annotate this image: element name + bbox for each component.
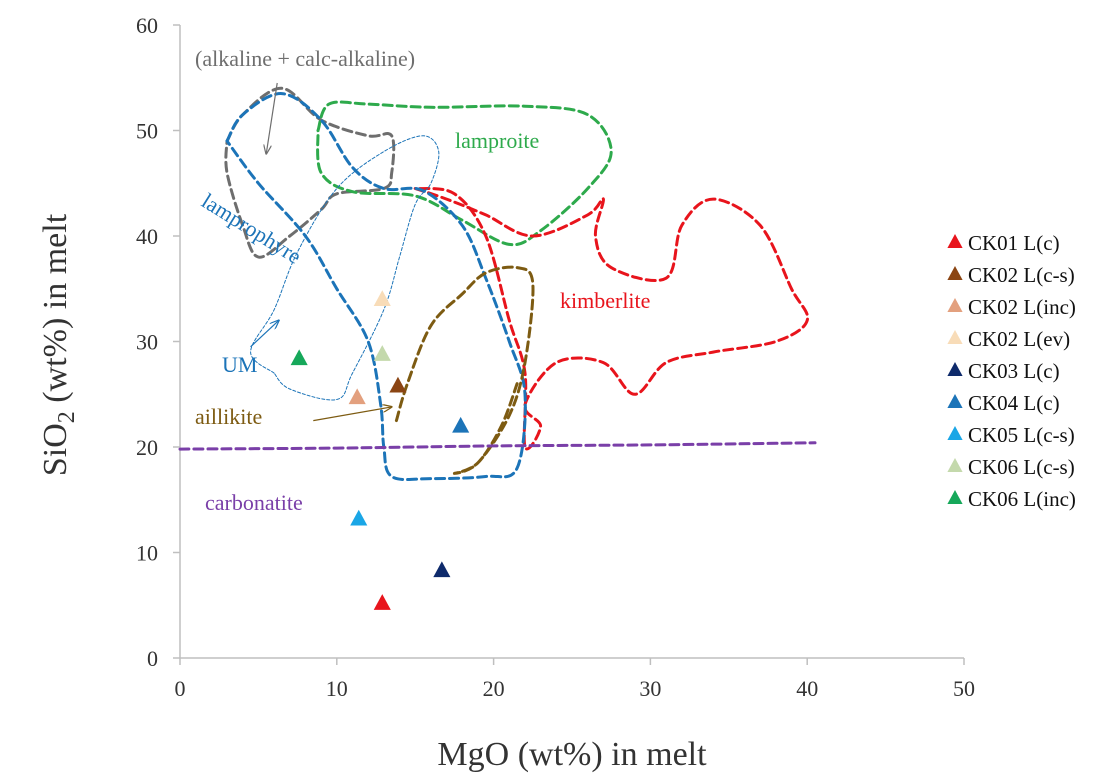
annotation-arrow-aillikite — [313, 407, 391, 422]
label-alkaline-calc-alkaline: (alkaline + calc-alkaline) — [195, 46, 415, 71]
data-point-ck03-l-c — [433, 561, 451, 578]
y-tick-label: 0 — [147, 646, 158, 671]
axes: 0 10 20 30 40 50 0 10 20 30 40 50 60 — [136, 13, 975, 701]
y-tick-label: 10 — [136, 541, 158, 566]
legend: CK01 L(c) CK02 L(c-s) CK02 L(inc) CK02 L(ev… — [947, 231, 1076, 511]
data-point-ck02-l-ev — [373, 290, 391, 307]
x-tick-label: 0 — [175, 676, 186, 701]
field-boundary-um — [250, 135, 440, 401]
legend-marker-ck02-l-c-s — [947, 266, 963, 280]
data-point-ck01-l-c — [373, 594, 391, 610]
data-points — [290, 290, 470, 610]
legend-label-ck01-l-c: CK01 L(c) — [968, 231, 1060, 255]
legend-label-ck05-l-c-s: CK05 L(c-s) — [968, 423, 1075, 447]
field-boundary-lamproite — [316, 100, 613, 247]
y-tick-label: 40 — [136, 224, 158, 249]
legend-marker-ck01-l-c — [947, 234, 963, 248]
data-point-ck02-l-c-s — [389, 376, 407, 393]
legend-label-ck06-l-c-s: CK06 L(c-s) — [968, 455, 1075, 479]
y-axis-title: SiO2 (wt%) in melt — [37, 213, 80, 476]
y-axis-title-sub: 2 — [54, 411, 80, 423]
label-aillikite: aillikite — [195, 404, 262, 429]
legend-marker-ck03-l-c — [947, 362, 963, 376]
field-boundary-lamprophyre — [225, 92, 527, 482]
annotation-arrows — [250, 82, 392, 422]
label-lamproite: lamproite — [455, 128, 539, 153]
data-point-ck06-l-inc — [290, 349, 308, 366]
y-axis-title-pre: SiO — [37, 423, 74, 476]
legend-label-ck02-l-c-s: CK02 L(c-s) — [968, 263, 1075, 287]
annotation-arrow-um — [250, 320, 279, 348]
label-carbonatite: carbonatite — [205, 490, 303, 515]
x-tick-label: 40 — [796, 676, 818, 701]
x-axis-title: MgO (wt%) in melt — [437, 736, 707, 773]
legend-marker-ck02-l-inc — [947, 298, 963, 312]
field-boundary-carbonatite — [178, 441, 817, 451]
data-point-ck06-l-c-s — [373, 345, 391, 361]
field-boundary-aillikite — [394, 265, 535, 475]
field-boundaries — [178, 86, 817, 482]
x-tick-label: 30 — [639, 676, 661, 701]
y-tick-label: 30 — [136, 330, 158, 355]
label-kimberlite: kimberlite — [560, 288, 650, 313]
x-tick-label: 50 — [953, 676, 975, 701]
y-tick-label: 60 — [136, 13, 158, 38]
legend-marker-ck04-l-c — [947, 394, 963, 408]
legend-label-ck03-l-c: CK03 L(c) — [968, 359, 1060, 383]
legend-marker-ck02-l-ev — [947, 330, 963, 344]
x-tick-label: 10 — [326, 676, 348, 701]
field-labels: (alkaline + calc-alkaline) lamproite kim… — [195, 46, 650, 515]
data-point-ck04-l-c — [452, 416, 470, 433]
y-axis-title-post: (wt%) in melt — [37, 213, 74, 411]
y-tick-label: 50 — [136, 119, 158, 144]
legend-marker-ck06-l-inc — [947, 490, 963, 504]
legend-label-ck06-l-inc: CK06 L(inc) — [968, 487, 1076, 511]
label-lamprophyre: lamprophyre — [197, 188, 306, 269]
legend-label-ck04-l-c: CK04 L(c) — [968, 391, 1060, 415]
legend-label-ck02-l-inc: CK02 L(inc) — [968, 295, 1076, 319]
data-point-ck02-l-inc — [348, 388, 366, 405]
data-point-ck05-l-c-s — [350, 509, 368, 526]
legend-marker-ck06-l-c-s — [947, 458, 963, 472]
legend-marker-ck05-l-c-s — [947, 426, 963, 440]
legend-label-ck02-l-ev: CK02 L(ev) — [968, 327, 1070, 351]
label-um: UM — [222, 352, 257, 377]
y-tick-label: 20 — [136, 435, 158, 460]
annotation-arrow-alkaline-calc-alkaline — [266, 82, 278, 154]
x-tick-label: 20 — [483, 676, 505, 701]
